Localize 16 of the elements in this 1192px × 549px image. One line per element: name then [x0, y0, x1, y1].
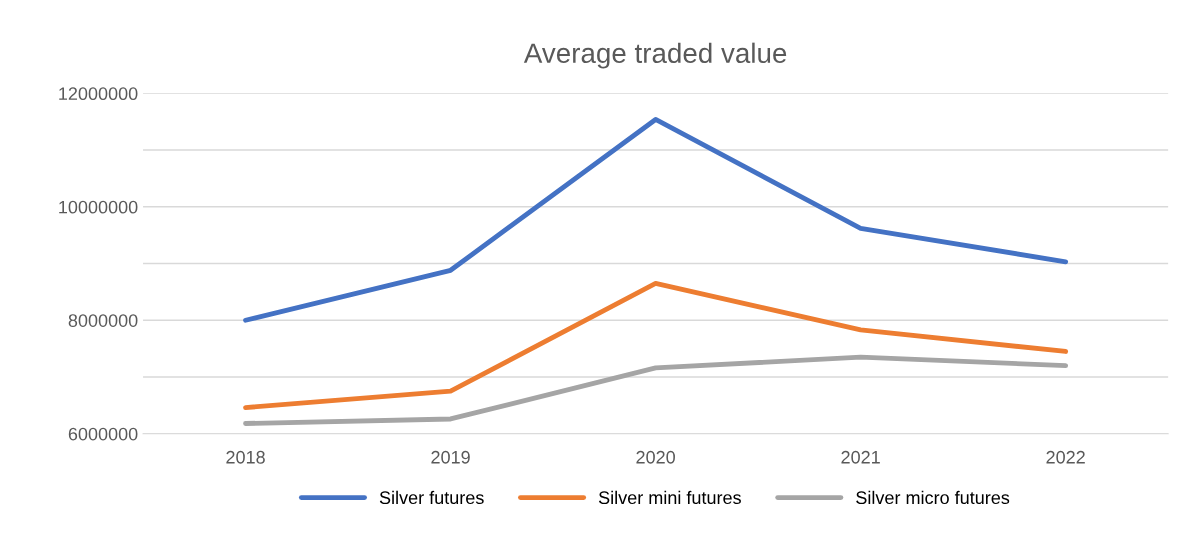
y-tick-label: 6000000	[68, 427, 138, 441]
chart-title: Average traded value	[523, 42, 787, 69]
line-series	[243, 117, 1069, 323]
legend-label: Silver micro futures	[856, 490, 1010, 505]
legend-label: Silver mini futures	[598, 490, 741, 505]
line-series	[243, 354, 1069, 426]
line-series	[243, 280, 1069, 411]
x-tick-label: 2018	[226, 450, 265, 464]
x-tick-label: 2020	[636, 450, 675, 464]
y-tick-label: 12000000	[59, 87, 138, 101]
x-tick-label: 2021	[841, 450, 880, 464]
x-tick-label: 2022	[1046, 450, 1085, 464]
x-tick-label: 2019	[431, 450, 470, 464]
y-tick-label: 10000000	[59, 200, 138, 214]
y-tick-label: 8000000	[68, 314, 138, 327]
legend-label: Silver futures	[379, 490, 484, 505]
